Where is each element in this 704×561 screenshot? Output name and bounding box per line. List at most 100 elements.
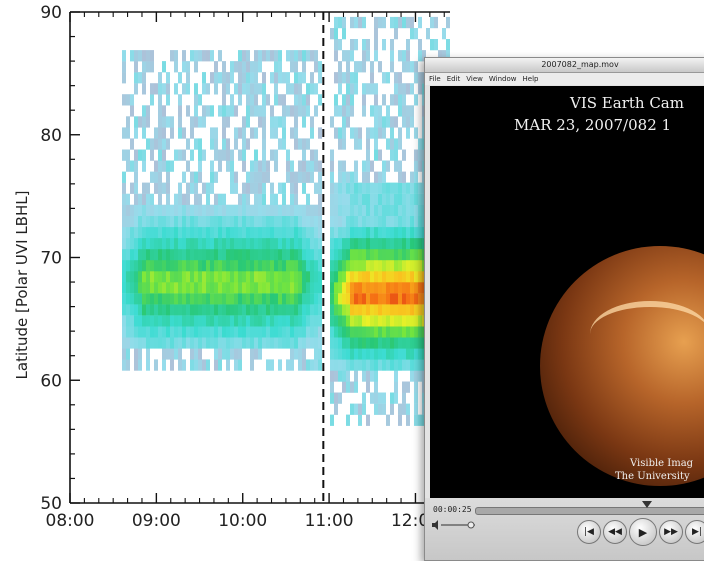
fast-forward-icon[interactable]: ▶▶ [659,520,683,544]
heatmap-cell [398,260,402,272]
heatmap-cell [166,94,170,106]
heatmap-cell [398,127,402,139]
heatmap-cell [294,94,298,106]
video-frame[interactable]: VIS Earth Cam MAR 23, 2007/082 1 Visible… [430,86,704,536]
heatmap-cell [350,337,354,349]
heatmap-cell [210,337,214,349]
heatmap-cell [150,271,154,283]
heatmap-cell [278,94,282,106]
heatmap-cell [198,348,202,360]
heatmap-cell [246,50,250,62]
heatmap-cell [238,359,242,371]
heatmap-cell [378,149,382,161]
scrub-bar[interactable] [475,507,704,515]
heatmap-cell [154,260,158,272]
heatmap-cell [358,282,362,294]
menu-window[interactable]: Window [488,75,517,83]
heatmap-cell [154,282,158,294]
heatmap-cell [414,392,418,404]
heatmap-cell [362,293,366,305]
heatmap-cell [298,94,302,106]
heatmap-cell [350,304,354,316]
heatmap-cell [282,337,286,349]
heatmap-cell [346,61,350,73]
heatmap-cell [378,193,382,205]
menu-view[interactable]: View [466,75,483,83]
heatmap-cell [298,72,302,84]
heatmap-cell [234,326,238,338]
heatmap-cell [266,260,270,272]
heatmap-cell [410,226,414,239]
rewind-icon[interactable]: ◀◀ [603,520,627,544]
heatmap-cell [218,337,222,349]
heatmap-cell [270,215,274,228]
heatmap-cell [234,226,238,239]
plot-axes [69,11,450,504]
heatmap-cell [386,260,390,272]
heatmap-cell [294,348,298,360]
heatmap-cell [306,237,310,250]
heatmap-cell [398,16,402,29]
heatmap-cell [206,260,210,272]
heatmap-cell [406,116,410,128]
heatmap-cell [270,248,274,261]
heatmap-cell [122,248,126,261]
volume-slider[interactable] [431,520,477,530]
heatmap-cell [418,83,422,95]
heatmap-cell [218,193,222,205]
heatmap-cell [374,260,378,272]
heatmap-cell [402,61,406,73]
heatmap-cell [174,271,178,283]
heatmap-cell [254,215,258,228]
heatmap-cell [346,304,350,316]
heatmap-cell [394,348,398,360]
heatmap-cell [166,193,170,205]
menu-file[interactable]: File [429,75,441,83]
heatmap-cell [354,359,358,371]
heatmap-cell [262,193,266,205]
heatmap-cell [298,237,302,250]
heatmap-cell [298,248,302,261]
heatmap-cell [402,94,406,106]
heatmap-cell [318,204,322,216]
heatmap-cell [346,105,350,117]
heatmap-cell [126,315,130,327]
skip-back-icon[interactable]: |◀ [577,520,601,544]
heatmap-cell [366,271,370,283]
menu-help[interactable]: Help [522,75,539,83]
quicktime-window[interactable]: 2007082_map.mov File Edit View Window He… [424,57,704,561]
play-icon[interactable]: ▶ [629,518,657,546]
heatmap-cell [350,83,354,95]
heatmap-cell [418,248,422,261]
heatmap-cell [318,61,322,73]
heatmap-cell [266,337,270,349]
heatmap-cell [278,61,282,73]
heatmap-cell [394,304,398,316]
playhead-icon[interactable] [642,501,652,508]
heatmap-cell [182,127,186,139]
heatmap-cell [382,16,386,29]
heatmap-cell [394,16,398,29]
heatmap-cell [230,94,234,106]
skip-forward-icon[interactable]: ▶| [685,520,704,544]
heatmap-cell [406,193,410,205]
menu-edit[interactable]: Edit [446,75,461,83]
heatmap-cell [126,193,130,205]
heatmap-cell [342,304,346,316]
heatmap-cell [262,83,266,95]
window-title-bar[interactable]: 2007082_map.mov [425,58,704,73]
heatmap-cell [350,127,354,139]
heatmap-cell [418,193,422,205]
heatmap-cell [318,304,322,316]
heatmap-cell [246,248,250,261]
heatmap-cell [374,315,378,327]
heatmap-cell [194,171,198,183]
heatmap-cell [214,193,218,205]
heatmap-cell [262,94,266,106]
heatmap-cell [190,315,194,327]
heatmap-cell [134,72,138,84]
heatmap-cell [294,193,298,205]
heatmap-cell [142,337,146,349]
heatmap-cell [126,215,130,228]
heatmap-cell [142,304,146,316]
